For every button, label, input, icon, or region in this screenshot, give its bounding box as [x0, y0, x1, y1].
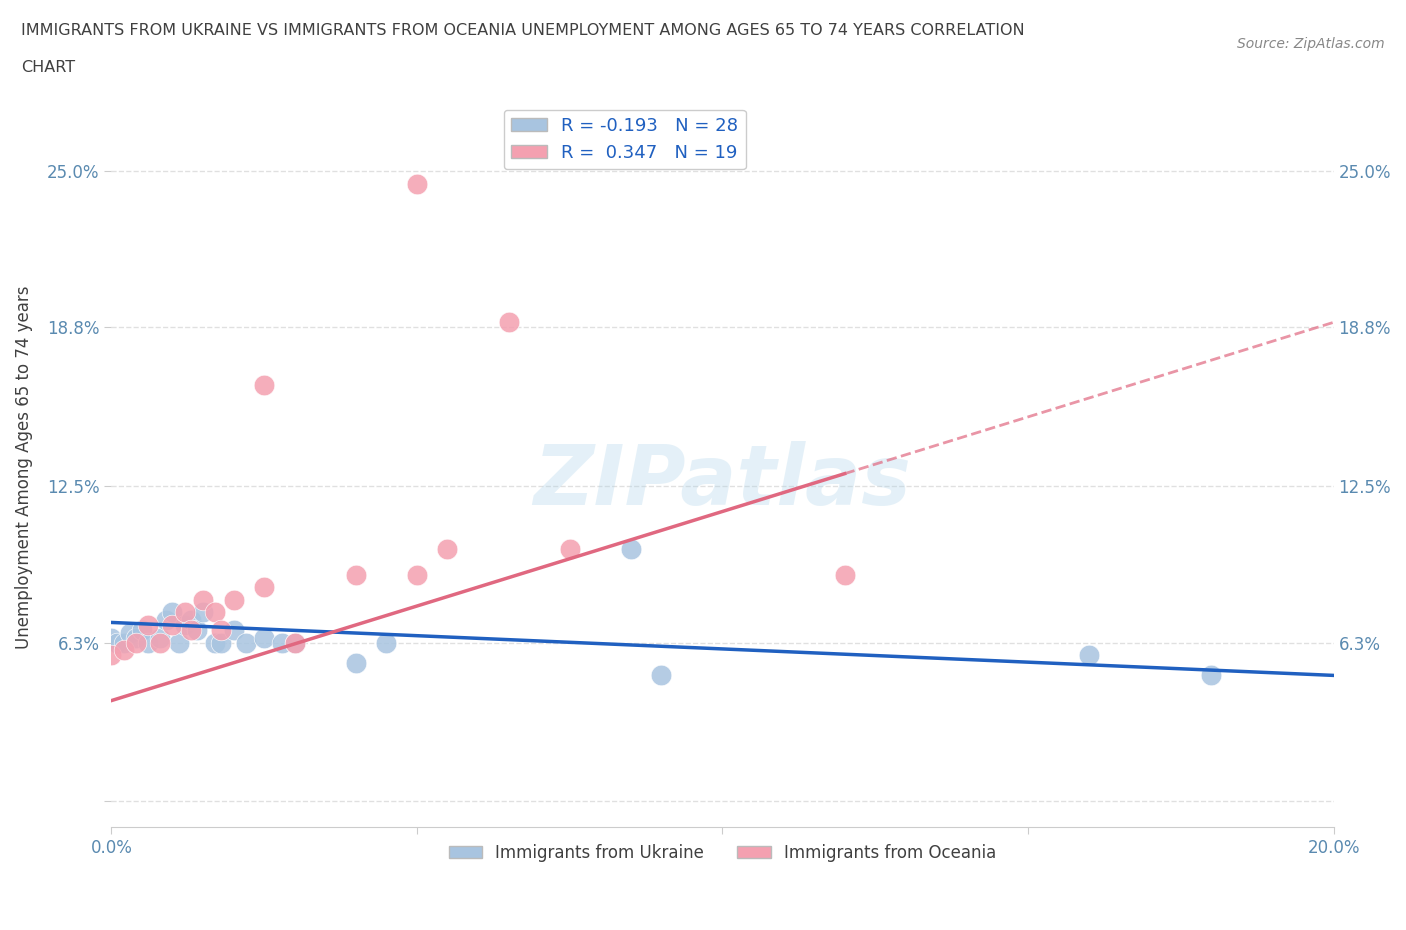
Point — [180, 613, 202, 628]
Point — [162, 604, 184, 619]
Point — [162, 618, 184, 632]
Point — [344, 567, 367, 582]
Point — [136, 635, 159, 650]
Point — [209, 622, 232, 637]
Point — [149, 635, 172, 650]
Point — [1078, 648, 1101, 663]
Point — [125, 631, 148, 645]
Point — [405, 567, 427, 582]
Text: ZIPatlas: ZIPatlas — [533, 441, 911, 523]
Point — [284, 635, 307, 650]
Point — [136, 618, 159, 632]
Point — [498, 315, 520, 330]
Point — [620, 542, 643, 557]
Point — [131, 622, 153, 637]
Text: Source: ZipAtlas.com: Source: ZipAtlas.com — [1237, 37, 1385, 51]
Point — [118, 625, 141, 640]
Y-axis label: Unemployment Among Ages 65 to 74 years: Unemployment Among Ages 65 to 74 years — [15, 286, 32, 649]
Point — [112, 643, 135, 658]
Point — [173, 604, 195, 619]
Point — [253, 579, 276, 594]
Point — [180, 622, 202, 637]
Point — [173, 618, 195, 632]
Point — [204, 635, 226, 650]
Point — [209, 635, 232, 650]
Point — [235, 635, 257, 650]
Point — [344, 656, 367, 671]
Point — [253, 378, 276, 392]
Point — [1201, 668, 1223, 683]
Point — [271, 635, 294, 650]
Text: CHART: CHART — [21, 60, 75, 75]
Point — [125, 635, 148, 650]
Point — [191, 592, 214, 607]
Point — [222, 592, 245, 607]
Point — [191, 604, 214, 619]
Point — [167, 635, 190, 650]
Text: IMMIGRANTS FROM UKRAINE VS IMMIGRANTS FROM OCEANIA UNEMPLOYMENT AMONG AGES 65 TO: IMMIGRANTS FROM UKRAINE VS IMMIGRANTS FR… — [21, 23, 1025, 38]
Point — [253, 631, 276, 645]
Point — [186, 622, 208, 637]
Point — [650, 668, 672, 683]
Point — [284, 635, 307, 650]
Point — [558, 542, 581, 557]
Point — [107, 635, 129, 650]
Legend: Immigrants from Ukraine, Immigrants from Oceania: Immigrants from Ukraine, Immigrants from… — [441, 837, 1002, 869]
Point — [222, 622, 245, 637]
Point — [155, 613, 177, 628]
Point — [204, 604, 226, 619]
Point — [834, 567, 856, 582]
Point — [375, 635, 398, 650]
Point — [100, 648, 122, 663]
Point — [112, 635, 135, 650]
Point — [405, 176, 427, 191]
Point — [100, 631, 122, 645]
Point — [436, 542, 458, 557]
Point — [149, 631, 172, 645]
